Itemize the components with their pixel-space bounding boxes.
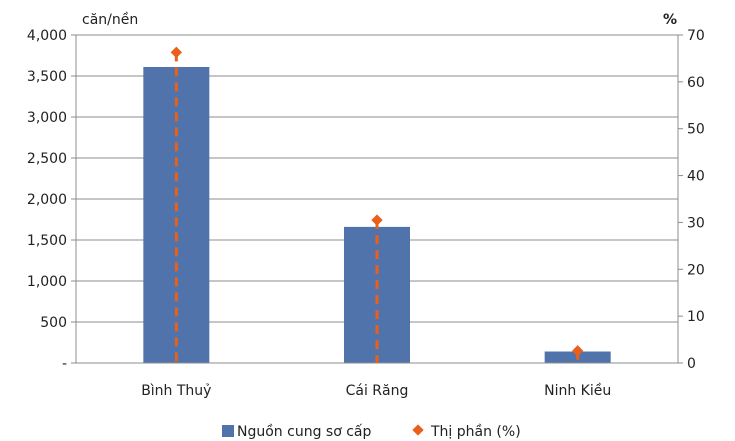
left-tick-label: 3,500 [27, 69, 67, 85]
right-axis-unit-label: % [663, 12, 677, 28]
left-axis-unit-label: căn/nền [82, 11, 138, 28]
marker-series [170, 46, 584, 363]
legend: Nguồn cung sơ cấp Thị phần (%) [222, 423, 521, 440]
left-tick-label: 4,000 [27, 28, 67, 44]
category-labels: Bình Thuỷ Cái Răng Ninh Kiều [141, 382, 611, 399]
legend-swatch-marker [412, 424, 424, 436]
right-tick-label: 30 [687, 215, 705, 231]
legend-label-bar: Nguồn cung sơ cấp [237, 423, 371, 440]
right-tick-label: 20 [687, 262, 705, 278]
left-tick-label: 2,500 [27, 151, 67, 167]
tick-labels: - 500 1,000 1,500 2,000 2,500 3,000 3,500 4,000 0… [27, 28, 705, 372]
left-tick-label: 3,000 [27, 110, 67, 126]
marker-point [371, 214, 383, 226]
right-tick-label: 40 [687, 169, 705, 185]
bar [143, 66, 210, 363]
right-tick-label: 70 [687, 28, 705, 44]
marker-point [170, 46, 182, 58]
right-tick-label: 60 [687, 75, 705, 91]
left-tick-label: 2,000 [27, 192, 67, 208]
right-tick-label: 10 [687, 309, 705, 325]
right-tick-label: 50 [687, 122, 705, 138]
left-tick-label: 1,000 [27, 274, 67, 290]
marker-point [572, 345, 584, 357]
right-tick-label: 0 [687, 356, 696, 372]
left-tick-label: 1,500 [27, 233, 67, 249]
left-tick-label: - [62, 356, 67, 372]
category-label: Bình Thuỷ [141, 383, 211, 399]
legend-swatch-bar [222, 425, 234, 437]
category-label: Cái Răng [346, 383, 409, 399]
left-tick-label: 500 [40, 315, 67, 331]
legend-label-marker: Thị phần (%) [430, 424, 521, 440]
category-label: Ninh Kiều [544, 382, 611, 399]
